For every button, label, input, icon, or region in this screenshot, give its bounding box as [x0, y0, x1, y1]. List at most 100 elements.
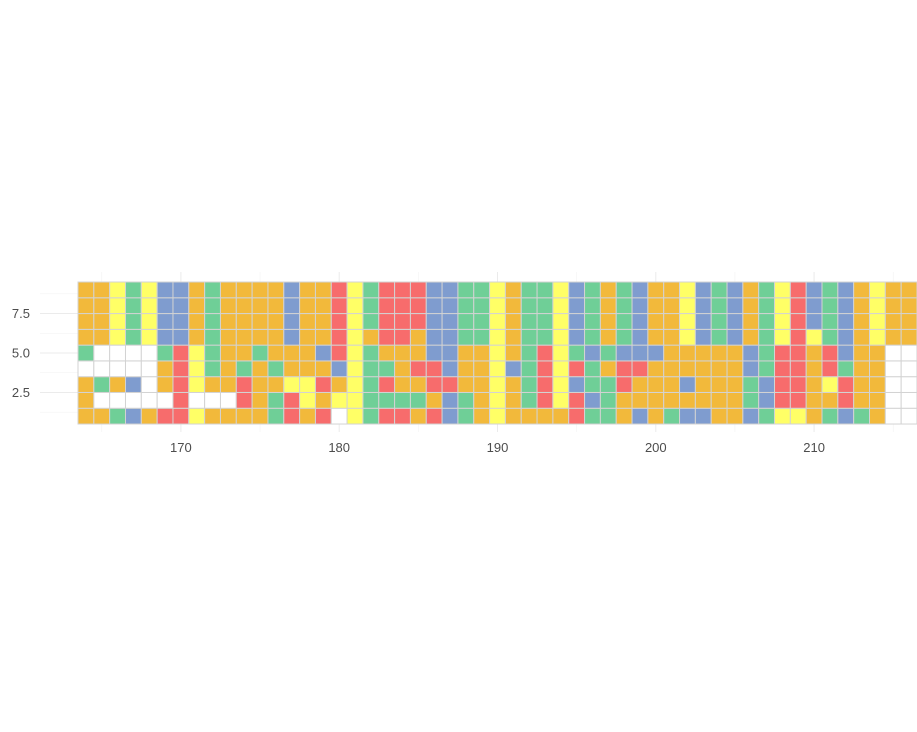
heatmap-cell	[205, 298, 221, 314]
heatmap-cell	[331, 392, 347, 408]
heatmap-cell	[885, 377, 901, 393]
heatmap-cell	[664, 282, 680, 298]
heatmap-cell	[695, 345, 711, 361]
heatmap-cell	[759, 314, 775, 330]
heatmap-cell	[600, 329, 616, 345]
heatmap-cell	[189, 345, 205, 361]
heatmap-cell	[331, 298, 347, 314]
heatmap-cell	[790, 392, 806, 408]
heatmap-cell	[315, 282, 331, 298]
heatmap-cell	[600, 298, 616, 314]
heatmap-cell	[205, 408, 221, 424]
heatmap-cell	[395, 282, 411, 298]
heatmap-cell	[490, 329, 506, 345]
heatmap-cell	[205, 282, 221, 298]
heatmap-cell	[426, 282, 442, 298]
heatmap-cell	[236, 408, 252, 424]
heatmap-cell	[410, 408, 426, 424]
heatmap-cell	[395, 408, 411, 424]
heatmap-cell	[78, 392, 94, 408]
heatmap-cell	[363, 298, 379, 314]
heatmap-cell	[537, 345, 553, 361]
heatmap-cell	[379, 345, 395, 361]
heatmap-cell	[727, 408, 743, 424]
heatmap-cell	[363, 345, 379, 361]
heatmap-cell	[790, 377, 806, 393]
heatmap-cell	[490, 377, 506, 393]
heatmap-cell	[521, 282, 537, 298]
heatmap-cell	[711, 408, 727, 424]
heatmap-cell	[553, 298, 569, 314]
heatmap-cell	[885, 361, 901, 377]
heatmap-cell	[379, 298, 395, 314]
heatmap-cell	[505, 314, 521, 330]
heatmap-cell	[648, 361, 664, 377]
heatmap-cell	[854, 329, 870, 345]
heatmap-cell	[363, 408, 379, 424]
heatmap-cell	[569, 408, 585, 424]
heatmap-cell	[727, 345, 743, 361]
heatmap-cell	[838, 298, 854, 314]
heatmap-cell	[110, 361, 126, 377]
heatmap-cell	[775, 329, 791, 345]
heatmap-cell	[426, 298, 442, 314]
heatmap-cell	[822, 377, 838, 393]
heatmap-cell	[300, 298, 316, 314]
heatmap-cell	[616, 345, 632, 361]
heatmap-cell	[205, 329, 221, 345]
heatmap-cell	[505, 392, 521, 408]
heatmap-cell	[537, 329, 553, 345]
heatmap-cell	[695, 282, 711, 298]
heatmap-cell	[569, 329, 585, 345]
heatmap-cell	[474, 392, 490, 408]
heatmap-cell	[664, 361, 680, 377]
heatmap-cell	[870, 298, 886, 314]
heatmap-cell	[616, 282, 632, 298]
heatmap-cell	[775, 392, 791, 408]
heatmap-cell	[410, 329, 426, 345]
heatmap-cell	[141, 408, 157, 424]
heatmap-cell	[474, 361, 490, 377]
heatmap-cell	[94, 408, 110, 424]
heatmap-cell	[442, 345, 458, 361]
heatmap-cell	[521, 314, 537, 330]
heatmap-cell	[110, 282, 126, 298]
heatmap-cell	[759, 345, 775, 361]
x-tick-label: 170	[170, 440, 192, 455]
heatmap-cell	[395, 361, 411, 377]
heatmap-cell	[94, 282, 110, 298]
heatmap-cell	[901, 408, 917, 424]
heatmap-cell	[94, 361, 110, 377]
heatmap-cell	[284, 392, 300, 408]
heatmap-cell	[110, 345, 126, 361]
heatmap-cell	[268, 298, 284, 314]
heatmap-cell	[885, 345, 901, 361]
heatmap-cell	[569, 377, 585, 393]
heatmap-cell	[585, 392, 601, 408]
heatmap-cell	[490, 298, 506, 314]
heatmap-cell	[189, 329, 205, 345]
heatmap-cell	[474, 377, 490, 393]
heatmap-cell	[125, 392, 141, 408]
heatmap-cell	[870, 329, 886, 345]
heatmap-cell	[616, 408, 632, 424]
heatmap-cell	[284, 329, 300, 345]
x-tick-label: 190	[487, 440, 509, 455]
heatmap-cell	[775, 361, 791, 377]
heatmap-cell	[110, 298, 126, 314]
heatmap-cell	[141, 298, 157, 314]
heatmap-cell	[790, 298, 806, 314]
heatmap-cell	[125, 345, 141, 361]
heatmap-cell	[379, 314, 395, 330]
heatmap-cell	[806, 282, 822, 298]
heatmap-cell	[727, 329, 743, 345]
heatmap-cell	[711, 361, 727, 377]
heatmap-cell	[395, 329, 411, 345]
heatmap-cell	[125, 282, 141, 298]
heatmap-cell	[78, 329, 94, 345]
heatmap-cell	[711, 329, 727, 345]
heatmap-cell	[616, 392, 632, 408]
heatmap-cell	[585, 361, 601, 377]
heatmap-cell	[379, 408, 395, 424]
heatmap-cell	[220, 282, 236, 298]
